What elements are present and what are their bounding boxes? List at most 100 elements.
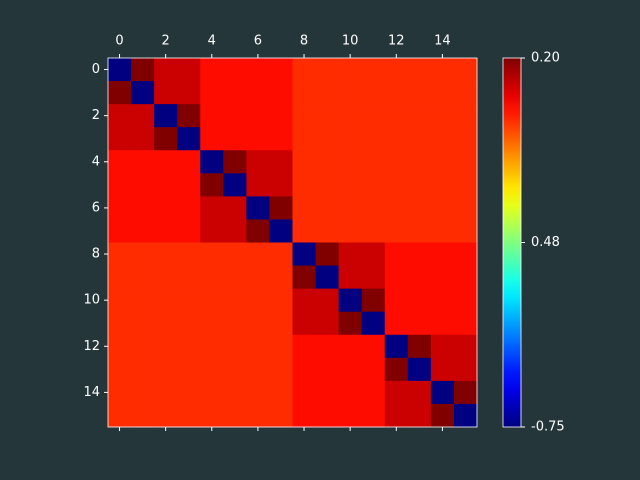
heatmap-cell (200, 334, 224, 359)
colorbar-tick-label: 0.48 (531, 235, 560, 250)
heatmap-cell (315, 173, 339, 197)
heatmap-cell (384, 104, 409, 128)
heatmap-cell (292, 311, 316, 336)
heatmap-cell (246, 380, 270, 405)
heatmap-cell (269, 196, 293, 220)
heatmap-cell (407, 403, 432, 428)
heatmap-cell (131, 265, 155, 289)
heatmap-cell (292, 265, 316, 289)
x-tick-label: 4 (208, 34, 216, 49)
heatmap-cell (338, 265, 362, 289)
heatmap-cell (200, 173, 224, 197)
heatmap-cell (384, 265, 409, 289)
heatmap-cell (315, 242, 339, 266)
heatmap-cell (246, 81, 270, 105)
heatmap-cell (269, 311, 293, 336)
heatmap-cell (131, 242, 155, 266)
heatmap-cell (177, 242, 201, 266)
y-tick-label: 6 (92, 200, 100, 215)
heatmap-cell (269, 58, 293, 82)
heatmap-cell (131, 196, 155, 220)
y-tick-label: 4 (92, 154, 100, 169)
heatmap-cell (131, 334, 155, 359)
heatmap-cell (246, 104, 270, 128)
heatmap-cell (200, 104, 224, 128)
heatmap-cell (131, 380, 155, 405)
heatmap-cell (315, 380, 339, 405)
heatmap-cell (246, 58, 270, 82)
heatmap-cell (361, 150, 386, 174)
heatmap-cell (200, 242, 224, 266)
heatmap-cell (430, 196, 455, 220)
heatmap-cell (200, 219, 224, 243)
heatmap-cell (384, 288, 409, 312)
heatmap-cell (430, 104, 455, 128)
heatmap-cell (177, 334, 201, 359)
heatmap-cell (361, 104, 386, 128)
heatmap-cell (338, 242, 362, 266)
heatmap-cell (108, 127, 132, 151)
heatmap-cell (246, 357, 270, 382)
heatmap-cell (292, 242, 316, 266)
heatmap-cell (430, 58, 455, 82)
heatmap-cell (223, 104, 247, 128)
heatmap-cell (430, 288, 455, 312)
heatmap-cell (223, 58, 247, 82)
heatmap-cell (200, 357, 224, 382)
heatmap-cell (131, 104, 155, 128)
heatmap-cell (315, 265, 339, 289)
x-tick-label: 6 (254, 34, 262, 49)
heatmap-cell (430, 81, 455, 105)
heatmap-cell (315, 104, 339, 128)
heatmap-cell (154, 242, 178, 266)
heatmap-cell (223, 242, 247, 266)
heatmap-cell (338, 334, 362, 359)
heatmap-cell (361, 81, 386, 105)
heatmap-cell (269, 403, 293, 428)
heatmap-cell (361, 219, 386, 243)
heatmap-cell (453, 311, 478, 336)
heatmap-cell (361, 403, 386, 428)
heatmap-cell (269, 127, 293, 151)
heatmap-cell (131, 288, 155, 312)
heatmap-cell (338, 403, 362, 428)
heatmap-cell (223, 334, 247, 359)
heatmap-cell (338, 288, 362, 312)
heatmap-cell (177, 127, 201, 151)
heatmap-cell (315, 311, 339, 336)
heatmap-cell (200, 288, 224, 312)
heatmap-cell (223, 173, 247, 197)
heatmap-cell (108, 173, 132, 197)
heatmap-cell (407, 104, 432, 128)
heatmap-cell (108, 196, 132, 220)
heatmap-cell (361, 196, 386, 220)
heatmap-cell (384, 150, 409, 174)
heatmap-cell (154, 104, 178, 128)
heatmap-cell (407, 357, 432, 382)
heatmap-cell (361, 58, 386, 82)
heatmap-cell (200, 127, 224, 151)
x-tick-label: 12 (388, 34, 405, 49)
heatmap-cell (338, 173, 362, 197)
heatmap-cell (384, 357, 409, 382)
heatmap-cell (223, 219, 247, 243)
heatmap-cell (384, 173, 409, 197)
heatmap-cell (453, 58, 478, 82)
heatmap-cell (223, 403, 247, 428)
heatmap-cell (384, 58, 409, 82)
heatmap-cell (108, 150, 132, 174)
heatmap-cell (430, 380, 455, 405)
heatmap-cell (361, 288, 386, 312)
heatmap-cell (177, 357, 201, 382)
heatmap-cell (315, 288, 339, 312)
heatmap-cell (177, 173, 201, 197)
heatmap-cell (315, 219, 339, 243)
heatmap-cell (361, 357, 386, 382)
heatmap-cell (407, 173, 432, 197)
heatmap-cell (131, 150, 155, 174)
x-tick-label: 2 (162, 34, 170, 49)
heatmap-cell (384, 334, 409, 359)
heatmap-cell (292, 127, 316, 151)
heatmap-cell (453, 81, 478, 105)
